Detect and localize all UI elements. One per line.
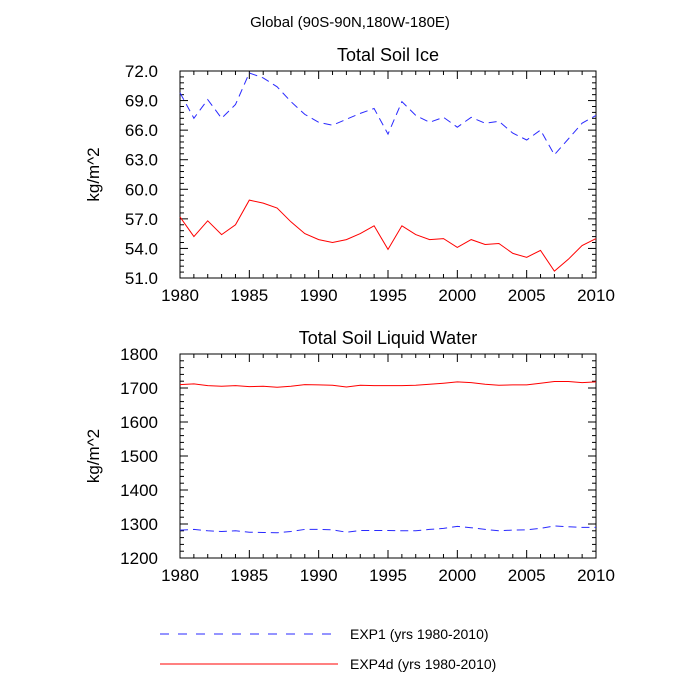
x-tick-label: 1985 xyxy=(230,566,268,585)
y-tick-label: 60.0 xyxy=(125,180,158,199)
x-tick-label: 1995 xyxy=(369,286,407,305)
legend: EXP1 (yrs 1980-2010) EXP4d (yrs 1980-2010… xyxy=(160,626,496,672)
x-tick-label: 2010 xyxy=(577,566,615,585)
x-tick-label: 2005 xyxy=(508,566,546,585)
plot-frame xyxy=(179,70,597,279)
x-tick-label: 2000 xyxy=(438,286,476,305)
y-tick-label: 69.0 xyxy=(125,92,158,111)
chart-panel-1: Total Soil Ice kg/m^2 1980 1985 1990 1995 2000… xyxy=(84,45,615,305)
x-tick-label: 1980 xyxy=(161,566,199,585)
y-tick-label: 1500 xyxy=(120,447,158,466)
series-line-exp1 xyxy=(179,72,597,156)
y-tick-label: 51.0 xyxy=(125,269,158,288)
chart-panel-2: Total Soil Liquid Water kg/m^2 1980 1985 199… xyxy=(84,328,615,585)
x-tick-label: 1985 xyxy=(230,286,268,305)
y-axis-label: kg/m^2 xyxy=(84,429,103,483)
legend-label: EXP4d (yrs 1980-2010) xyxy=(350,656,496,672)
y-tick-label: 1700 xyxy=(120,379,158,398)
y-axis-label: kg/m^2 xyxy=(84,147,103,201)
x-tick-label: 1990 xyxy=(300,566,338,585)
y-tick-label: 72.0 xyxy=(125,62,158,81)
y-tick-label: 1400 xyxy=(120,481,158,500)
x-tick-label: 2000 xyxy=(438,566,476,585)
x-tick-label: 2010 xyxy=(577,286,615,305)
y-tick-label: 54.0 xyxy=(125,239,158,258)
x-tick-label: 1995 xyxy=(369,566,407,585)
chart-title: Total Soil Ice xyxy=(337,45,439,65)
y-tick-label: 1600 xyxy=(120,413,158,432)
x-tick-label: 1990 xyxy=(300,286,338,305)
legend-label: EXP1 (yrs 1980-2010) xyxy=(350,626,489,642)
series-line-exp4d xyxy=(179,199,597,272)
series-line-exp4d xyxy=(179,381,597,388)
y-tick-label: 63.0 xyxy=(125,151,158,170)
figure-suptitle: Global (90S-90N,180W-180E) xyxy=(250,14,450,31)
plot-frame xyxy=(179,353,597,559)
y-tick-label: 1800 xyxy=(120,345,158,364)
chart-panels: Total Soil Ice kg/m^2 1980 1985 1990 1995 2000… xyxy=(84,45,615,585)
y-tick-label: 1200 xyxy=(120,549,158,568)
series-line-exp1 xyxy=(179,525,596,534)
chart-title: Total Soil Liquid Water xyxy=(299,328,477,348)
y-tick-label: 1300 xyxy=(120,515,158,534)
y-tick-label: 66.0 xyxy=(125,121,158,140)
x-tick-label: 1980 xyxy=(161,286,199,305)
y-tick-label: 57.0 xyxy=(125,210,158,229)
x-tick-label: 2005 xyxy=(508,286,546,305)
